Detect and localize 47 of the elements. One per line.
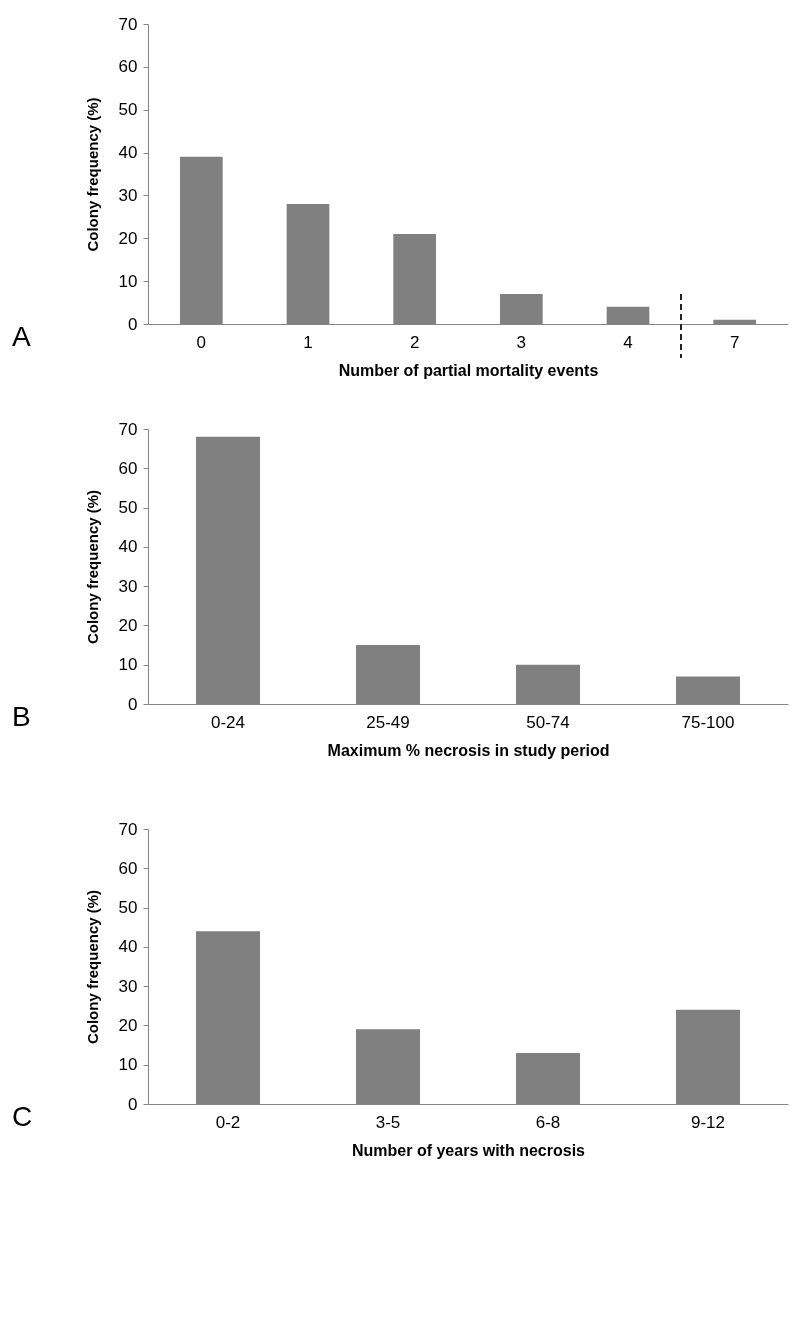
x-axis-title: Maximum % necrosis in study period: [327, 741, 610, 759]
text: A: [12, 321, 31, 352]
y-tick-label: 40: [118, 537, 138, 557]
y-tick-label: 0: [128, 1094, 138, 1114]
y-tick-label: 10: [118, 271, 138, 291]
x-tick-label: 0-2: [215, 1112, 241, 1132]
x-tick-label: 2: [409, 332, 420, 352]
x-tick-label: 0-24: [210, 712, 246, 732]
y-tick-label: 20: [118, 615, 138, 635]
y-tick-label: 30: [118, 976, 138, 996]
y-tick-label: 70: [118, 419, 138, 439]
y-tick-label: 40: [118, 143, 138, 163]
y-tick-label: 40: [118, 937, 138, 957]
y-tick-label: 10: [118, 1055, 138, 1075]
x-axis-title: Number of partial mortality events: [338, 361, 599, 379]
y-tick-label: 0: [128, 314, 138, 334]
y-tick-label: 50: [118, 498, 138, 518]
y-axis-title: Colony frequency (%): [83, 489, 101, 645]
x-tick-label: 50-74: [526, 712, 570, 732]
y-tick-label: 70: [118, 14, 138, 34]
y-tick-label: 60: [118, 858, 138, 878]
text: B: [12, 701, 31, 732]
y-tick-label: 10: [118, 655, 138, 675]
text: C: [12, 1101, 33, 1132]
y-axis-title: Colony frequency (%): [83, 889, 101, 1045]
x-tick-label: 25-49: [366, 712, 410, 732]
y-tick-label: 50: [118, 100, 138, 120]
x-tick-label: 3-5: [375, 1112, 401, 1132]
x-tick-label: 7: [729, 332, 740, 352]
x-axis-title: Number of years with necrosis: [352, 1141, 586, 1159]
y-tick-label: 0: [128, 694, 138, 714]
x-tick-label: 4: [623, 332, 633, 352]
y-tick-label: 60: [118, 458, 138, 478]
y-tick-label: 20: [118, 228, 138, 248]
x-tick-label: 6-8: [535, 1112, 561, 1132]
y-tick-label: 20: [118, 1015, 138, 1035]
y-tick-label: 50: [118, 898, 138, 918]
x-tick-label: 3: [516, 332, 527, 352]
x-tick-label: 75-100: [681, 712, 735, 732]
x-tick-label: 0: [196, 332, 207, 352]
y-tick-label: 30: [118, 576, 138, 596]
y-axis-title: Colony frequency (%): [83, 97, 101, 252]
x-tick-label: 1: [303, 332, 313, 352]
x-tick-label: 9-12: [690, 1112, 726, 1132]
y-tick-label: 30: [118, 185, 138, 205]
y-tick-label: 70: [118, 819, 138, 839]
y-tick-label: 60: [118, 57, 138, 77]
